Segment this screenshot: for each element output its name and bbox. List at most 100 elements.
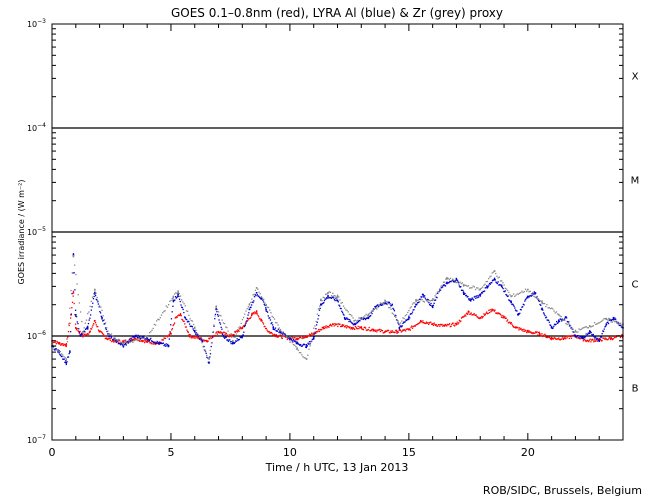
- data-point: [444, 284, 446, 287]
- data-point: [615, 321, 618, 323]
- data-point: [574, 336, 577, 338]
- data-point: [595, 323, 597, 326]
- data-point: [296, 347, 298, 349]
- data-point: [314, 331, 316, 333]
- data-point: [58, 350, 60, 352]
- data-point: [310, 341, 312, 343]
- data-point: [291, 339, 293, 342]
- data-point: [67, 356, 70, 358]
- data-point: [421, 321, 423, 324]
- data-point: [209, 349, 211, 351]
- data-point: [235, 340, 237, 342]
- data-point: [284, 333, 286, 335]
- data-point: [244, 313, 246, 315]
- data-point: [457, 281, 459, 284]
- data-point: [486, 287, 489, 289]
- data-point: [589, 338, 591, 340]
- data-point: [388, 329, 390, 332]
- series-point: [479, 316, 482, 319]
- data-point: [454, 280, 456, 282]
- data-point: [176, 292, 178, 294]
- data-point: [214, 315, 216, 317]
- data-point: [253, 293, 255, 296]
- data-point: [600, 336, 603, 338]
- data-point: [94, 294, 97, 297]
- data-point: [485, 312, 487, 314]
- data-point: [147, 335, 150, 338]
- data-point: [590, 339, 593, 341]
- data-point: [88, 333, 90, 335]
- data-point: [586, 333, 589, 335]
- data-point: [516, 310, 518, 312]
- data-point: [371, 310, 373, 312]
- data-point: [58, 351, 60, 353]
- data-point: [196, 336, 198, 339]
- data-point: [322, 296, 324, 299]
- series-point: [541, 308, 543, 311]
- data-point: [58, 341, 60, 344]
- data-point: [281, 337, 284, 340]
- data-point: [256, 313, 259, 315]
- data-point: [542, 312, 545, 314]
- data-point: [526, 296, 528, 299]
- series-point: [527, 330, 529, 333]
- data-point: [405, 319, 408, 322]
- data-point: [372, 330, 374, 332]
- data-point: [579, 335, 581, 337]
- data-point: [142, 337, 145, 339]
- data-point: [523, 304, 525, 306]
- data-point: [399, 329, 402, 331]
- data-point: [147, 338, 150, 341]
- data-point: [453, 325, 456, 327]
- data-point: [97, 300, 100, 302]
- data-point: [536, 331, 538, 333]
- data-point: [532, 333, 534, 335]
- data-point: [418, 322, 421, 324]
- data-point: [329, 324, 331, 327]
- series-point: [94, 288, 96, 291]
- data-point: [253, 296, 256, 298]
- data-point: [498, 276, 500, 278]
- data-point: [595, 338, 597, 340]
- data-point: [117, 342, 120, 345]
- series-point: [565, 316, 567, 319]
- data-point: [420, 296, 422, 298]
- data-point: [429, 300, 431, 302]
- data-point: [563, 318, 566, 320]
- data-point: [448, 324, 450, 326]
- data-point: [557, 338, 559, 340]
- series-point: [574, 330, 577, 333]
- data-point: [148, 331, 151, 334]
- series-point: [462, 292, 465, 294]
- data-point: [477, 316, 479, 318]
- series-point: [534, 292, 536, 294]
- data-point: [164, 310, 166, 312]
- data-point: [82, 332, 84, 334]
- data-point: [141, 335, 143, 337]
- data-point: [94, 293, 96, 295]
- data-point: [469, 313, 471, 315]
- data-point: [223, 322, 226, 325]
- data-point: [309, 334, 311, 336]
- data-point: [559, 318, 561, 320]
- data-point: [275, 330, 277, 332]
- data-point: [206, 354, 208, 357]
- data-point: [371, 312, 373, 315]
- data-point: [262, 322, 264, 324]
- data-point: [305, 336, 307, 338]
- data-point: [183, 320, 185, 322]
- data-point: [390, 304, 393, 307]
- data-point: [613, 318, 615, 321]
- y-tick-label: 10−4: [27, 122, 46, 133]
- data-point: [189, 333, 191, 336]
- data-point: [192, 328, 194, 330]
- data-point: [339, 305, 341, 307]
- data-point: [413, 325, 416, 327]
- data-point: [404, 329, 406, 331]
- data-point: [238, 330, 240, 332]
- series-point: [296, 348, 298, 350]
- data-point: [547, 319, 549, 321]
- data-point: [135, 334, 137, 336]
- data-point: [472, 298, 474, 300]
- data-point: [615, 320, 617, 322]
